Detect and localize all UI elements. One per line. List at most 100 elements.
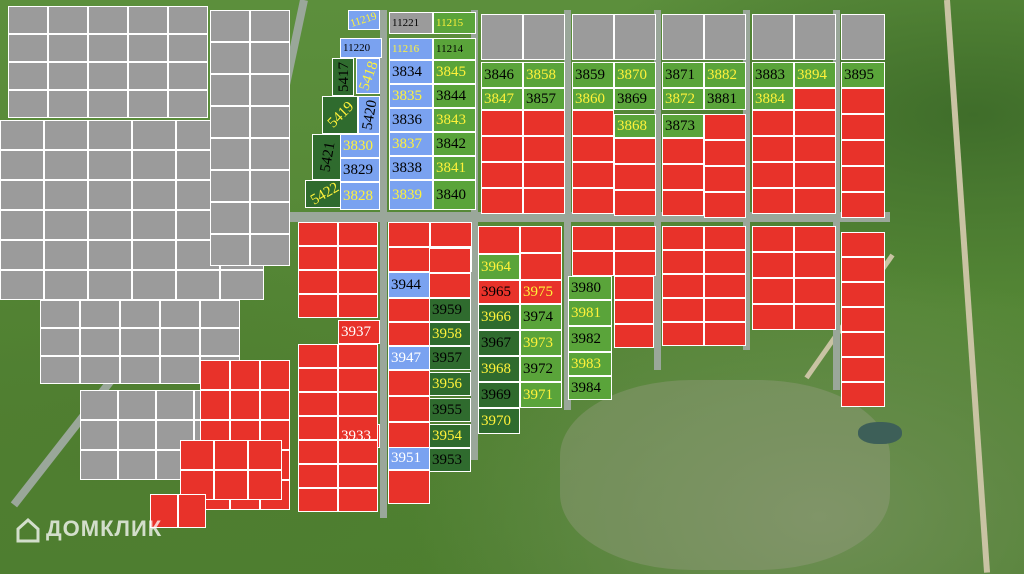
plot-11216[interactable] (389, 38, 433, 60)
unavailable-plot[interactable] (572, 110, 614, 136)
unavailable-plot[interactable] (662, 190, 704, 216)
sold-plot[interactable] (88, 6, 128, 34)
unavailable-plot[interactable] (841, 232, 885, 257)
sold-plot[interactable] (160, 328, 200, 356)
unavailable-plot[interactable] (523, 162, 565, 188)
unavailable-plot[interactable] (794, 226, 836, 252)
plot-11215[interactable] (433, 12, 476, 34)
unavailable-plot[interactable] (841, 257, 885, 282)
sold-plot[interactable] (523, 14, 565, 60)
unavailable-plot[interactable] (388, 422, 430, 448)
unavailable-plot[interactable] (704, 140, 746, 166)
plot-3872[interactable] (662, 88, 704, 110)
unavailable-plot[interactable] (662, 226, 704, 250)
plot-3844[interactable] (433, 84, 476, 108)
unavailable-plot[interactable] (298, 344, 338, 368)
unavailable-plot[interactable] (298, 488, 338, 512)
unavailable-plot[interactable] (794, 110, 836, 136)
unavailable-plot[interactable] (520, 226, 562, 253)
unavailable-plot[interactable] (841, 332, 885, 357)
sold-plot[interactable] (48, 6, 88, 34)
sold-plot[interactable] (156, 390, 194, 420)
sold-plot[interactable] (40, 328, 80, 356)
unavailable-plot[interactable] (298, 222, 338, 246)
unavailable-plot[interactable] (794, 304, 836, 330)
plot-3869[interactable] (614, 88, 656, 110)
plot-3937[interactable] (338, 320, 380, 344)
unavailable-plot[interactable] (298, 464, 338, 488)
unavailable-plot[interactable] (338, 488, 378, 512)
plot-3970[interactable] (478, 408, 520, 434)
sold-plot[interactable] (40, 300, 80, 328)
sold-plot[interactable] (80, 390, 118, 420)
unavailable-plot[interactable] (662, 274, 704, 298)
unavailable-plot[interactable] (150, 494, 178, 528)
sold-plot[interactable] (210, 106, 250, 138)
plot-3847[interactable] (481, 88, 523, 110)
plot-3947[interactable] (388, 346, 430, 370)
unavailable-plot[interactable] (572, 136, 614, 162)
unavailable-plot[interactable] (338, 344, 378, 368)
sold-plot[interactable] (44, 120, 88, 150)
plot-3972[interactable] (520, 356, 562, 382)
unavailable-plot[interactable] (338, 246, 378, 270)
sold-plot[interactable] (210, 170, 250, 202)
sold-plot[interactable] (250, 170, 290, 202)
sold-plot[interactable] (80, 300, 120, 328)
sold-plot[interactable] (88, 90, 128, 118)
sold-plot[interactable] (80, 328, 120, 356)
unavailable-plot[interactable] (752, 278, 794, 304)
unavailable-plot[interactable] (298, 368, 338, 392)
sold-plot[interactable] (88, 240, 132, 270)
unavailable-plot[interactable] (662, 164, 704, 190)
unavailable-plot[interactable] (388, 322, 430, 346)
sold-plot[interactable] (168, 62, 208, 90)
unavailable-plot[interactable] (794, 278, 836, 304)
unavailable-plot[interactable] (248, 440, 282, 470)
plot-5419[interactable] (322, 96, 358, 134)
sold-plot[interactable] (572, 14, 614, 60)
sold-plot[interactable] (40, 356, 80, 384)
sold-plot[interactable] (88, 180, 132, 210)
unavailable-plot[interactable] (338, 294, 378, 318)
plot-3842[interactable] (433, 132, 476, 156)
unavailable-plot[interactable] (572, 226, 614, 251)
unavailable-plot[interactable] (704, 114, 746, 140)
unavailable-plot[interactable] (481, 136, 523, 162)
plot-3958[interactable] (429, 322, 471, 346)
sold-plot[interactable] (128, 90, 168, 118)
unavailable-plot[interactable] (752, 162, 794, 188)
sold-plot[interactable] (132, 120, 176, 150)
unavailable-plot[interactable] (704, 274, 746, 298)
unavailable-plot[interactable] (388, 222, 430, 247)
plot-3841[interactable] (433, 156, 476, 180)
unavailable-plot[interactable] (338, 464, 378, 488)
unavailable-plot[interactable] (214, 440, 248, 470)
unavailable-plot[interactable] (841, 140, 885, 166)
unavailable-plot[interactable] (704, 322, 746, 346)
unavailable-plot[interactable] (298, 294, 338, 318)
sold-plot[interactable] (120, 356, 160, 384)
plot-3870[interactable] (614, 62, 656, 88)
unavailable-plot[interactable] (662, 138, 704, 164)
unavailable-plot[interactable] (614, 251, 656, 276)
sold-plot[interactable] (80, 450, 118, 480)
sold-plot[interactable] (44, 180, 88, 210)
plot-11214[interactable] (433, 38, 476, 60)
sold-plot[interactable] (0, 120, 44, 150)
sold-plot[interactable] (132, 270, 176, 300)
unavailable-plot[interactable] (572, 162, 614, 188)
unavailable-plot[interactable] (704, 226, 746, 250)
unavailable-plot[interactable] (704, 298, 746, 322)
unavailable-plot[interactable] (338, 222, 378, 246)
sold-plot[interactable] (88, 120, 132, 150)
sold-plot[interactable] (44, 270, 88, 300)
sold-plot[interactable] (48, 62, 88, 90)
plot-3965[interactable] (478, 280, 520, 304)
sold-plot[interactable] (220, 270, 264, 300)
unavailable-plot[interactable] (614, 276, 654, 300)
sold-plot[interactable] (132, 210, 176, 240)
plot-3974[interactable] (520, 304, 562, 330)
plot-3840[interactable] (433, 180, 476, 210)
sold-plot[interactable] (132, 150, 176, 180)
